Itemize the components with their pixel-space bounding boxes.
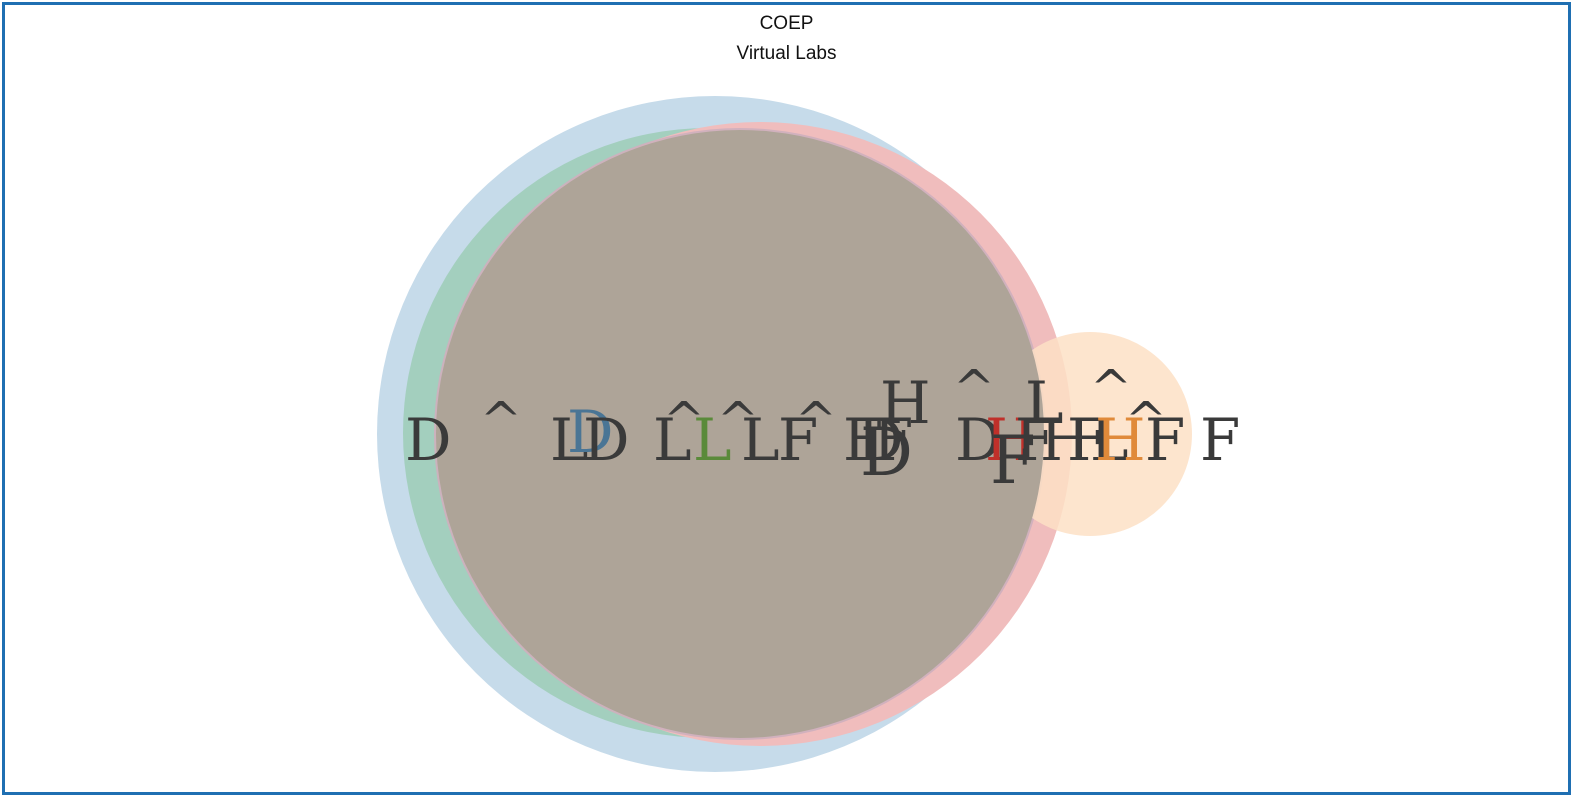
venn-glyph: ^ xyxy=(717,391,759,449)
venn-glyph: H xyxy=(880,369,931,437)
venn-glyph: F xyxy=(1067,406,1107,474)
venn-overlap-region xyxy=(436,130,1044,738)
venn-glyph: D xyxy=(857,406,904,474)
venn-glyph: L xyxy=(693,406,732,474)
venn-glyph: D xyxy=(405,406,452,474)
venn-glyph: ^ xyxy=(480,391,522,449)
venn-circles xyxy=(377,96,1192,772)
venn-glyph: ^ xyxy=(953,359,995,417)
venn-glyph: ^ xyxy=(1125,391,1167,449)
venn-glyph: D xyxy=(860,414,913,491)
venn-glyph: F xyxy=(843,406,883,474)
venn-glyph: F xyxy=(1015,406,1055,474)
venn-glyph: ^ xyxy=(1090,359,1132,417)
venn-glyph: ^ xyxy=(795,391,837,449)
venn-glyph: D xyxy=(955,406,1002,474)
venn-glyph: L xyxy=(1025,369,1064,437)
venn-glyph: H xyxy=(1040,406,1091,474)
venn-glyph: D xyxy=(583,406,630,474)
venn-glyph: F xyxy=(990,422,1036,499)
venn-glyph: H xyxy=(985,406,1036,474)
venn-glyph: L xyxy=(550,406,589,474)
venn-glyph: L xyxy=(653,406,692,474)
venn-glyph: F xyxy=(1200,406,1240,474)
venn-glyph: F xyxy=(778,406,818,474)
venn-glyph: D xyxy=(567,398,614,466)
venn-glyph: ^ xyxy=(663,391,705,449)
diagram-subtitle: Virtual Labs xyxy=(736,43,837,64)
venn-glyph: F xyxy=(873,406,913,474)
venn-glyph: L xyxy=(1090,406,1129,474)
venn-glyph: F xyxy=(1145,406,1185,474)
diagram-title: COEP xyxy=(759,13,814,34)
venn-glyph: H xyxy=(1095,406,1146,474)
venn-glyph: L xyxy=(741,406,780,474)
